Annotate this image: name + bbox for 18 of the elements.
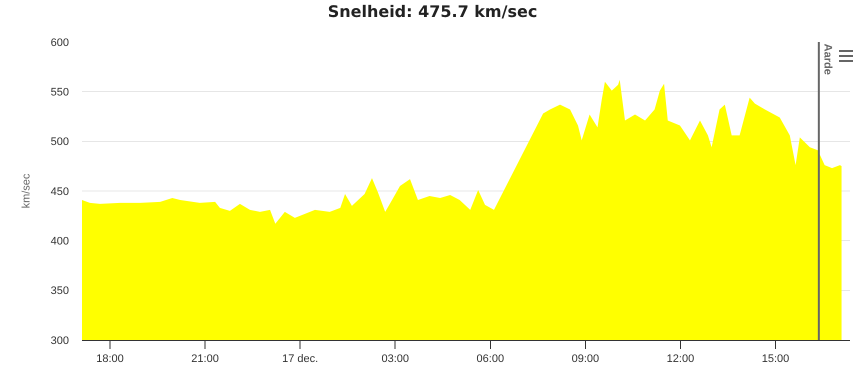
y-tick-label: 500: [50, 136, 69, 148]
x-tick-label: 18:00: [96, 353, 124, 366]
y-tick-label: 300: [50, 334, 69, 347]
y-tick-label: 350: [50, 285, 69, 298]
y-tick-label: 450: [50, 186, 69, 198]
x-tick-label: 15:00: [762, 353, 790, 366]
x-tick-label: 03:00: [381, 353, 409, 366]
chart-title: Snelheid: 475.7 km/sec: [328, 2, 538, 21]
x-tick-label: 06:00: [476, 353, 504, 366]
y-tick-label: 400: [50, 236, 69, 248]
x-tick-label: 09:00: [572, 353, 600, 366]
x-tick-label: 21:00: [191, 353, 219, 366]
y-tick-label: 550: [50, 86, 69, 99]
x-tick-label: 12:00: [666, 353, 694, 366]
ref-line-label: Aarde: [821, 44, 834, 75]
x-tick-label: 17 dec.: [282, 353, 318, 366]
y-tick-label: 600: [50, 36, 69, 49]
y-axis-title: km/sec: [20, 173, 32, 208]
